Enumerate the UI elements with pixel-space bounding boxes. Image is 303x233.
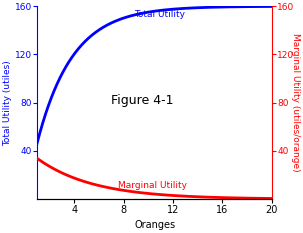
Text: Figure 4-1: Figure 4-1 — [111, 94, 174, 107]
Y-axis label: Total Utility (utiles): Total Utility (utiles) — [3, 60, 12, 146]
Y-axis label: Marginal Utility (utiles/orange): Marginal Utility (utiles/orange) — [291, 33, 300, 172]
X-axis label: Oranges: Oranges — [134, 220, 175, 230]
Text: Marginal Utility: Marginal Utility — [118, 181, 187, 190]
Text: Total Utility: Total Utility — [134, 10, 185, 19]
